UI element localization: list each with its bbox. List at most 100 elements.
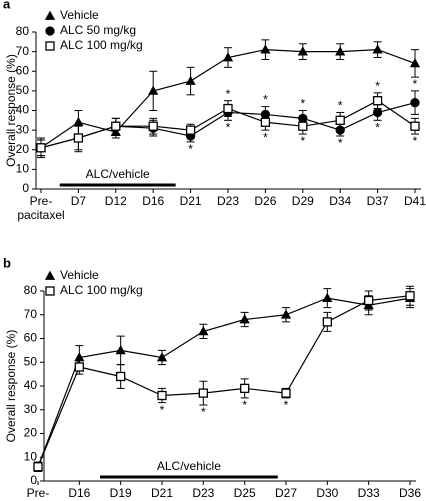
marker — [280, 309, 292, 319]
x-tick-label: D26 — [254, 194, 276, 208]
y-tick-label: 40 — [16, 103, 30, 117]
x-tick-label: D41 — [404, 194, 426, 208]
series-line — [37, 295, 411, 467]
treatment-label: ALC/vehicle — [157, 459, 221, 473]
x-tick-label: D30 — [316, 486, 338, 500]
marker — [335, 46, 346, 56]
marker — [260, 44, 271, 54]
treatment-label: ALC/vehicle — [86, 167, 150, 181]
y-tick-label: 80 — [16, 24, 30, 38]
significance-label: * — [375, 120, 380, 134]
y-tick-label: 20 — [16, 142, 30, 156]
legend-label: ALC 100 mg/kg — [60, 38, 143, 52]
marker — [148, 121, 158, 131]
x-tick-label: D25 — [234, 486, 256, 500]
legend-label: Vehicle — [60, 268, 99, 282]
x-tick-label: D29 — [292, 194, 314, 208]
x-tick-label: D16 — [68, 486, 90, 500]
y-tick-label: 0 — [22, 181, 29, 195]
y-tick-label: 80 — [24, 283, 38, 297]
marker — [185, 75, 196, 85]
y-tick-label: 60 — [16, 63, 30, 77]
y-tick-label: 70 — [16, 44, 30, 58]
y-tick-label: 70 — [24, 307, 38, 321]
x-tick-label: D23 — [192, 486, 214, 500]
y-tick-label: 60 — [24, 331, 38, 345]
marker — [73, 133, 84, 143]
marker — [111, 121, 121, 131]
marker — [198, 388, 208, 398]
x-tick-label: Pre-pacitaxel — [14, 486, 61, 501]
significance-label: * — [201, 405, 206, 419]
marker — [298, 113, 308, 123]
marker — [73, 116, 84, 127]
y-tick-label: 40 — [24, 378, 38, 392]
marker — [157, 390, 167, 401]
y-axis-label: Overall response (%) — [4, 54, 18, 167]
y-tick-label: 10 — [16, 162, 30, 176]
marker — [45, 26, 55, 36]
marker — [260, 117, 271, 127]
x-tick-label: D36 — [399, 486, 421, 500]
marker — [74, 352, 85, 362]
y-tick-label: 10 — [24, 449, 38, 463]
y-tick-label: 0 — [30, 473, 37, 487]
significance-label: * — [226, 87, 231, 101]
significance-label: * — [375, 79, 380, 93]
marker — [148, 85, 159, 95]
significance-label: * — [263, 130, 268, 144]
legend-label: ALC 50 mg/kg — [60, 23, 136, 37]
marker — [36, 143, 46, 153]
marker — [298, 121, 308, 131]
significance-label: * — [188, 142, 193, 156]
significance-label: * — [263, 93, 268, 107]
y-tick-label: 30 — [24, 402, 38, 416]
marker — [239, 314, 250, 324]
marker — [364, 295, 374, 306]
x-tick-label: D16 — [142, 194, 164, 208]
significance-label: * — [300, 97, 305, 111]
marker — [405, 291, 415, 301]
marker — [260, 109, 271, 120]
marker — [372, 107, 383, 118]
panel-label: a — [3, 0, 11, 11]
marker — [223, 103, 233, 114]
x-tick-label: Pre-pacitaxel — [17, 194, 64, 222]
significance-label: * — [413, 77, 418, 91]
x-tick-label: D34 — [329, 194, 351, 208]
marker — [322, 317, 332, 327]
significance-label: * — [338, 99, 343, 113]
panel-label: b — [3, 255, 11, 270]
y-tick-label: 30 — [16, 122, 30, 136]
x-tick-label: D27 — [275, 486, 297, 500]
x-tick-label: D23 — [217, 194, 239, 208]
marker — [335, 125, 345, 135]
x-tick-label: D12 — [105, 194, 127, 208]
marker — [45, 41, 55, 51]
marker — [322, 292, 333, 302]
x-tick-label: D19 — [110, 486, 132, 500]
significance-label: * — [338, 136, 343, 150]
marker — [156, 352, 168, 362]
marker — [410, 121, 420, 131]
marker — [74, 362, 84, 372]
marker — [281, 388, 291, 398]
marker — [222, 52, 234, 62]
legend-label: Vehicle — [60, 8, 99, 22]
marker — [198, 326, 209, 336]
significance-label: * — [242, 398, 247, 412]
significance-label: * — [226, 120, 231, 134]
significance-label: * — [160, 403, 165, 417]
marker — [44, 270, 56, 280]
x-tick-label: D33 — [358, 486, 380, 500]
y-tick-label: 20 — [24, 426, 38, 440]
significance-label: * — [413, 134, 418, 148]
marker — [115, 345, 126, 355]
marker — [409, 58, 421, 68]
marker — [335, 115, 345, 125]
significance-label: * — [300, 134, 305, 148]
marker — [185, 125, 196, 135]
x-tick-label: D37 — [367, 194, 389, 208]
